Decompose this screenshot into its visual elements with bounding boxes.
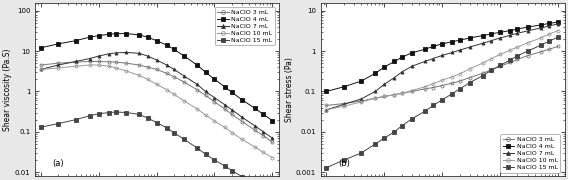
Text: (b): (b)	[338, 159, 350, 168]
Y-axis label: Shear stress (Pa): Shear stress (Pa)	[285, 57, 294, 122]
Legend: NaClO 3 mL, NaClO 4 mL, NaClO 7 mL, NaClO 10 mL, NaClO 15 mL: NaClO 3 mL, NaClO 4 mL, NaClO 7 mL, NaCl…	[500, 134, 560, 173]
Legend: NaClO 3 mL, NaClO 4 mL, NaClO 7 mL, NaClO 10 mL, NaClO 15 mL: NaClO 3 mL, NaClO 4 mL, NaClO 7 mL, NaCl…	[215, 7, 275, 45]
Y-axis label: Shear viscosity (Pa.S): Shear viscosity (Pa.S)	[3, 49, 12, 131]
Text: (a): (a)	[52, 159, 64, 168]
